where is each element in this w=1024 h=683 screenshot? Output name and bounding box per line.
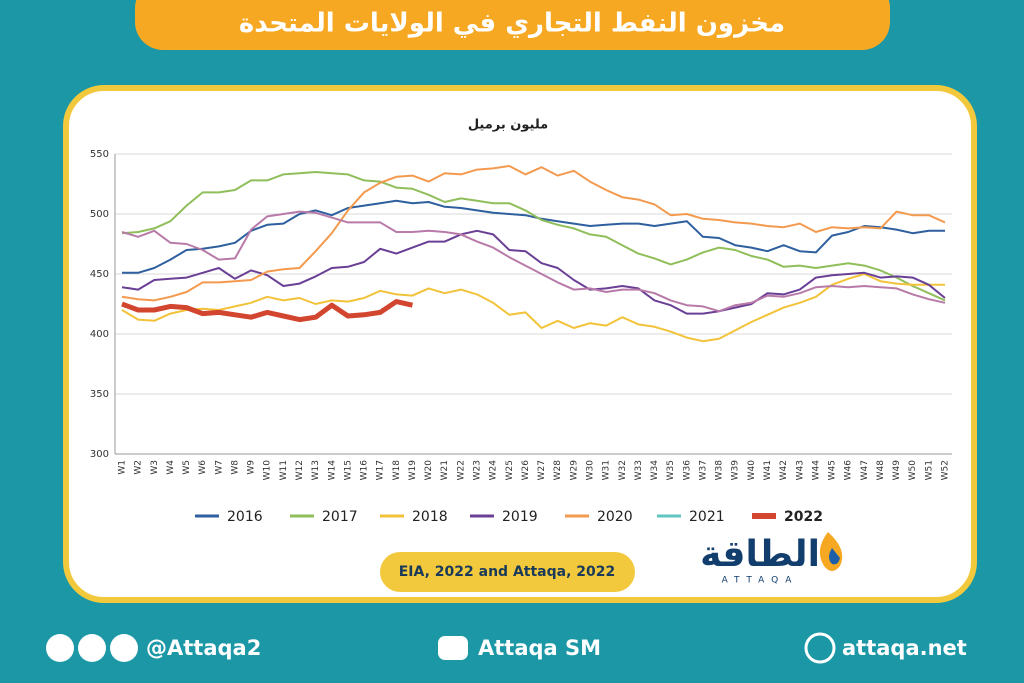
x-tick-label: W1 bbox=[118, 460, 128, 475]
logo-text: الطاقة bbox=[700, 534, 820, 575]
x-tick-label: W4 bbox=[166, 460, 176, 475]
x-tick-label: W21 bbox=[440, 460, 450, 480]
x-tick-label: W31 bbox=[602, 460, 612, 480]
x-tick-label: W8 bbox=[230, 460, 240, 475]
source-pill bbox=[380, 552, 635, 592]
legend-label: 2019 bbox=[502, 509, 538, 525]
x-tick-label: W18 bbox=[392, 460, 402, 481]
legend-label: 2018 bbox=[412, 509, 448, 525]
x-tick-label: W52 bbox=[941, 460, 951, 480]
footer-social: @Attaqa2 bbox=[146, 636, 261, 660]
legend-label: 2016 bbox=[227, 509, 263, 525]
x-tick-label: W34 bbox=[650, 460, 660, 481]
source: EIA, 2022 and Attaqa, 2022 bbox=[399, 564, 616, 580]
legend-label: 2017 bbox=[322, 509, 358, 525]
x-tick-label: W23 bbox=[473, 460, 483, 480]
legend-label: 2022 bbox=[784, 509, 823, 525]
x-tick-label: W25 bbox=[505, 460, 515, 480]
x-tick-label: W30 bbox=[585, 460, 595, 481]
x-tick-label: W35 bbox=[666, 460, 676, 480]
twitter-icon bbox=[46, 634, 74, 662]
y-tick-label: 300 bbox=[90, 449, 109, 460]
x-tick-label: W5 bbox=[182, 460, 192, 475]
x-tick-label: W17 bbox=[376, 460, 386, 480]
series-line bbox=[121, 165, 946, 302]
x-tick-label: W36 bbox=[682, 460, 692, 481]
series-line bbox=[121, 171, 946, 302]
x-tick-label: W12 bbox=[295, 460, 305, 480]
legend-label: 2021 bbox=[689, 509, 725, 525]
x-tick-label: W2 bbox=[134, 460, 144, 475]
x-tick-label: W26 bbox=[521, 460, 531, 481]
chart-subtitle: مليون برميل bbox=[468, 118, 548, 133]
x-tick-label: W41 bbox=[763, 460, 773, 480]
x-tick-label: W32 bbox=[618, 460, 628, 480]
chart-title: مخزون النفط التجاري في الولايات المتحدة bbox=[239, 9, 785, 39]
x-tick-label: W45 bbox=[828, 460, 838, 480]
x-tick-label: W15 bbox=[343, 460, 353, 480]
series-line bbox=[121, 210, 946, 313]
y-tick-label: 500 bbox=[90, 209, 109, 220]
x-tick-label: W24 bbox=[489, 460, 499, 481]
series-line bbox=[122, 199, 945, 274]
x-tick-label: W6 bbox=[198, 460, 208, 475]
y-tick-label: 550 bbox=[90, 149, 109, 160]
x-tick-label: W47 bbox=[860, 460, 870, 480]
legend-label: 2020 bbox=[597, 509, 633, 525]
x-tick-label: W48 bbox=[876, 460, 886, 481]
x-tick-label: W49 bbox=[892, 460, 902, 481]
x-tick-label: W19 bbox=[408, 460, 418, 481]
x-tick-label: W9 bbox=[247, 460, 257, 475]
x-tick-label: W3 bbox=[150, 460, 160, 475]
x-tick-label: W7 bbox=[214, 460, 224, 475]
y-tick-label: 450 bbox=[90, 269, 109, 280]
x-tick-label: W10 bbox=[263, 460, 273, 481]
x-tick-label: W40 bbox=[747, 460, 757, 481]
x-tick-label: W39 bbox=[731, 460, 741, 481]
facebook-icon bbox=[110, 634, 138, 662]
x-tick-label: W51 bbox=[924, 460, 934, 480]
x-tick-label: W46 bbox=[844, 460, 854, 481]
x-tick-label: W29 bbox=[569, 460, 579, 481]
instagram-icon bbox=[78, 634, 106, 662]
x-tick-label: W38 bbox=[715, 460, 725, 481]
series-line bbox=[121, 299, 414, 323]
title-banner bbox=[135, 0, 890, 50]
footer-website: attaqa.net bbox=[842, 636, 967, 660]
x-tick-label: W50 bbox=[908, 460, 918, 481]
x-tick-label: W44 bbox=[811, 460, 821, 481]
web-icon bbox=[804, 632, 836, 664]
series-line bbox=[121, 273, 945, 343]
y-tick-label: 350 bbox=[90, 389, 109, 400]
series-line bbox=[121, 229, 946, 315]
x-tick-label: W13 bbox=[311, 460, 321, 480]
x-tick-label: W16 bbox=[360, 460, 370, 481]
youtube-icon bbox=[438, 636, 468, 660]
x-tick-label: W22 bbox=[456, 460, 466, 480]
x-tick-label: W43 bbox=[795, 460, 805, 480]
logo-latin: ATTAQA bbox=[722, 576, 799, 586]
chart-panel bbox=[63, 85, 977, 603]
x-tick-label: W27 bbox=[537, 460, 547, 480]
x-tick-label: W42 bbox=[779, 460, 789, 480]
y-tick-label: 400 bbox=[90, 329, 109, 340]
x-tick-label: W33 bbox=[634, 460, 644, 480]
logo-drop bbox=[829, 548, 840, 565]
x-tick-label: W20 bbox=[424, 460, 434, 481]
x-tick-label: W37 bbox=[698, 460, 708, 480]
social-icons bbox=[46, 632, 836, 664]
x-tick-label: W11 bbox=[279, 460, 289, 480]
footer-youtube: Attaqa SM bbox=[478, 636, 601, 660]
x-tick-label: W28 bbox=[553, 460, 563, 481]
x-tick-label: W14 bbox=[327, 460, 337, 481]
